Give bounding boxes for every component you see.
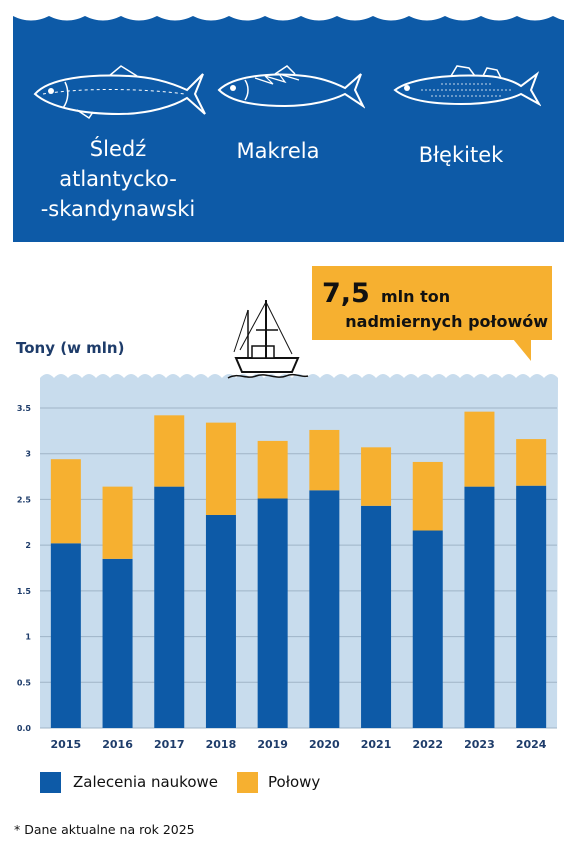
bar-recommendation-2019 — [257, 498, 288, 728]
bar-recommendation-2016 — [102, 558, 133, 728]
y-axis-ticks: 0.0 0.5 1 1.5 2 2.5 3 3.5 — [17, 404, 32, 733]
callout-unit: mln ton — [381, 287, 451, 306]
x-tick-label: 2020 — [309, 738, 340, 751]
bar-recommendation-2021 — [361, 505, 392, 728]
callout-pointer — [513, 339, 531, 361]
bar-recommendation-2022 — [412, 530, 443, 728]
x-tick-label: 2021 — [361, 738, 392, 751]
y-axis-title: Tony (w mln) — [16, 339, 125, 357]
bar-catch-2019 — [257, 440, 288, 499]
fish-species-banner: Śledź atlantycko- -skandynawski Makrela Bł… — [13, 0, 564, 242]
bar-catch-2022 — [412, 461, 443, 531]
bar-recommendation-2015 — [50, 543, 81, 728]
y-tick-label: 1 — [25, 633, 31, 642]
makrela-label: Makrela — [236, 139, 320, 163]
bar-recommendation-2017 — [154, 486, 185, 728]
y-tick-label: 3 — [25, 450, 31, 459]
bar-catch-2016 — [102, 486, 133, 559]
x-tick-label: 2017 — [154, 738, 185, 751]
blekitek-label: Błękitek — [418, 143, 504, 167]
callout-description: nadmiernych połowów — [345, 312, 548, 331]
x-tick-label: 2015 — [51, 738, 82, 751]
x-tick-label: 2016 — [102, 738, 133, 751]
bar-recommendation-2024 — [516, 485, 547, 728]
bar-catch-2020 — [309, 429, 340, 491]
y-tick-label: 2.5 — [17, 495, 32, 504]
bar-chart: 0.00.511.522.533.5 2015 2016 2017 2018 2019 2… — [17, 300, 558, 751]
bar-catch-2024 — [516, 439, 547, 486]
bar-catch-2015 — [50, 459, 81, 544]
y-tick-label: 3.5 — [17, 404, 32, 413]
overfishing-callout: 7,5 mln ton nadmiernych połowów — [312, 266, 552, 340]
x-tick-label: 2024 — [516, 738, 547, 751]
x-tick-label: 2019 — [257, 738, 288, 751]
x-tick-label: 2023 — [464, 738, 495, 751]
x-tick-label: 2022 — [412, 738, 443, 751]
bar-catch-2018 — [205, 422, 236, 515]
bar-recommendation-2020 — [309, 490, 340, 728]
bar-recommendation-2023 — [464, 486, 495, 728]
y-tick-label: 0.0 — [17, 724, 32, 733]
banner-background — [13, 16, 564, 242]
legend-swatch-recommendation — [40, 772, 61, 793]
y-tick-label: 2 — [25, 541, 31, 550]
footnote: * Dane aktualne na rok 2025 — [14, 822, 195, 837]
fishing-boat-icon — [227, 300, 309, 379]
sledz-icon — [33, 65, 206, 120]
makrela-icon — [217, 65, 365, 109]
bar-catch-2021 — [361, 447, 392, 506]
x-tick-label: 2018 — [206, 738, 237, 751]
bar-catch-2023 — [464, 411, 495, 487]
sledz-label-text: Śledź atlantycko- -skandynawski — [40, 137, 196, 221]
blekitek-icon — [393, 65, 541, 107]
legend-label-recommendation: Zalecenia naukowe — [73, 773, 219, 791]
bars-group — [50, 411, 547, 728]
x-axis-ticks: 2015 2016 2017 2018 2019 2020 2021 2022 2023 2024 — [51, 738, 547, 751]
sledz-label: Śledź atlantycko- -skandynawski — [33, 134, 203, 224]
bar-recommendation-2018 — [205, 514, 236, 728]
bar-catch-2017 — [154, 415, 185, 487]
legend-label-catch: Połowy — [268, 773, 321, 791]
legend-swatch-catch — [237, 772, 258, 793]
y-tick-label: 0.5 — [17, 678, 32, 687]
y-tick-label: 1.5 — [17, 587, 32, 596]
callout-value: 7,5 — [322, 278, 370, 309]
